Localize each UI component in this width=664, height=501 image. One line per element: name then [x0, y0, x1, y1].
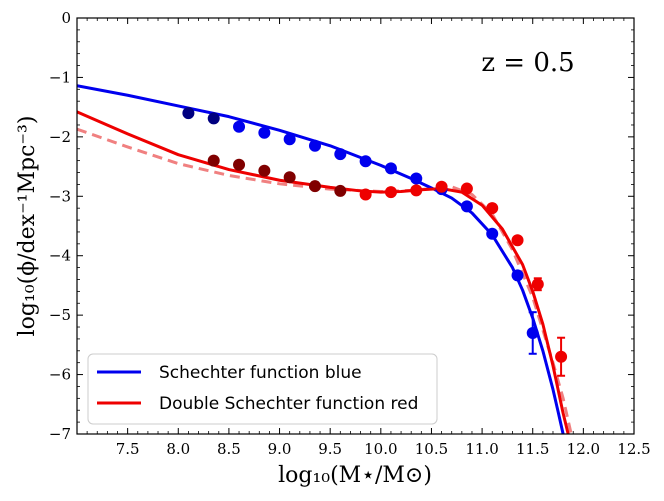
blue-data-point [207, 112, 220, 125]
plot-frame [76, 17, 635, 435]
axis-ticks [77, 17, 635, 435]
red-data-point [384, 186, 397, 199]
x-axis-title: log₁₀(M⋆/M⊙) [278, 463, 432, 488]
blue-data-point [486, 227, 499, 240]
blue-data-point [359, 155, 372, 168]
y-tick-label: −4 [49, 247, 71, 265]
x-tick-label: 10.0 [364, 440, 397, 458]
fit-curves [77, 84, 573, 434]
x-tick-label: 7.5 [116, 440, 140, 458]
y-tick-label: −2 [49, 128, 71, 146]
blue-data-point [334, 148, 347, 161]
legend-box [87, 353, 438, 425]
red-data-point [207, 154, 220, 167]
blue-data-point [410, 172, 423, 185]
x-tick-label: 12.0 [567, 440, 600, 458]
y-tick-label: −6 [49, 366, 71, 384]
red-data-point [334, 184, 347, 197]
blue-data-point [308, 139, 321, 152]
red-data-point [435, 180, 448, 193]
x-tick-label: 9.0 [268, 440, 292, 458]
red-data-point [460, 182, 473, 195]
y-tick-label: −3 [49, 187, 71, 205]
blue-data-point [258, 126, 271, 139]
data-points [182, 107, 568, 377]
blue-data-point [460, 200, 473, 213]
legend-label-red: Double Schechter function red [159, 394, 418, 414]
y-tick-label: −5 [49, 306, 71, 324]
blue-data-point [283, 133, 296, 146]
y-tick-label: 0 [61, 9, 71, 27]
x-tick-label: 8.0 [166, 440, 190, 458]
x-tick-label: 12.5 [617, 440, 650, 458]
fit-curve-red [77, 110, 570, 434]
blue-data-point [526, 326, 539, 339]
blue-data-point [511, 269, 524, 282]
red-data-point [511, 234, 524, 247]
tick-labels: 7.5 8.0 8.5 9.0 9.5 10.0 10.5 11.0 11.5 12.0 12.5 0… [49, 9, 651, 458]
blue-data-point [384, 162, 397, 175]
y-tick-label: −1 [49, 68, 71, 86]
red-data-point [486, 202, 499, 215]
red-data-point [359, 188, 372, 201]
y-axis-title: log₁₀(ϕ/dex⁻¹Mpc⁻³) [15, 116, 40, 337]
x-tick-label: 10.5 [415, 440, 448, 458]
x-tick-label: 11.0 [465, 440, 498, 458]
fit-curve-blue [77, 84, 565, 434]
fit-curve-red-dashed [77, 127, 573, 434]
red-data-point [283, 171, 296, 184]
x-tick-label: 11.5 [516, 440, 549, 458]
redshift-annotation: z = 0.5 [481, 48, 574, 78]
blue-data-point [182, 107, 195, 120]
red-data-point [308, 180, 321, 193]
x-tick-label: 8.5 [217, 440, 241, 458]
y-tick-label: −7 [49, 425, 71, 443]
red-data-point [233, 158, 246, 171]
red-data-point [531, 278, 544, 291]
legend-label-blue: Schechter function blue [159, 363, 362, 383]
x-tick-label: 9.5 [318, 440, 342, 458]
legend: Schechter function blue Double Schechter… [87, 353, 438, 425]
red-data-point [410, 184, 423, 197]
blue-data-point [233, 120, 246, 133]
red-data-point [555, 350, 568, 363]
red-data-point [258, 164, 271, 177]
